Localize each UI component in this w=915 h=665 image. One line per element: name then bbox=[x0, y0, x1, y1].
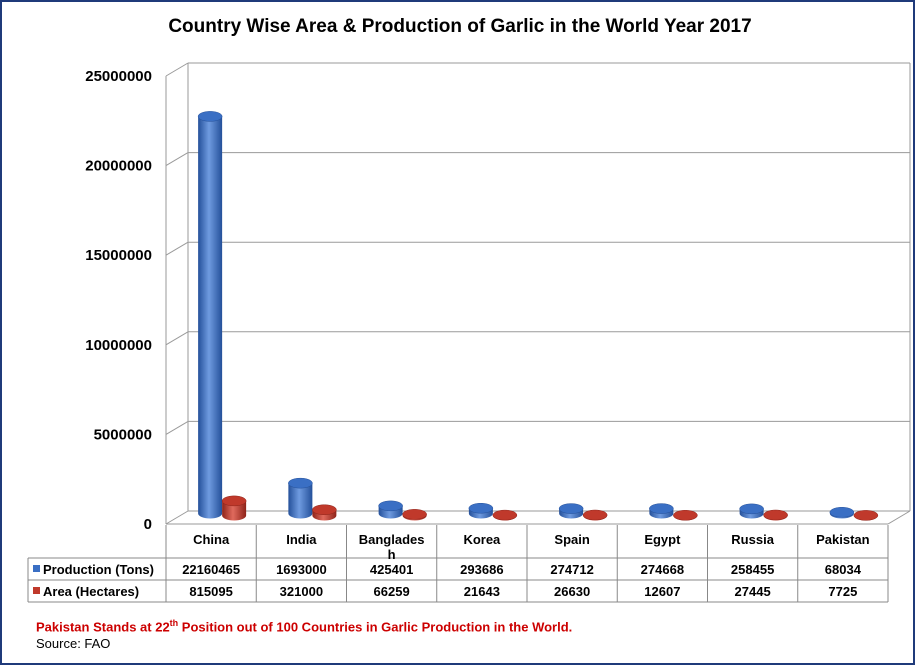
bar-top bbox=[582, 509, 608, 521]
bar-top bbox=[739, 503, 764, 515]
footnote-prefix: Pakistan Stands at 22 bbox=[36, 619, 170, 635]
bar-production bbox=[288, 477, 313, 519]
bar-area bbox=[221, 495, 247, 521]
legend-key bbox=[33, 565, 40, 572]
bar-top bbox=[221, 495, 247, 507]
category-label: Spain bbox=[554, 532, 589, 547]
gridline-side bbox=[165, 62, 189, 77]
gridline-side bbox=[165, 420, 189, 435]
bar-top bbox=[763, 509, 788, 521]
data-cell: 66259 bbox=[374, 584, 410, 599]
bar-top bbox=[649, 503, 674, 514]
legend-label: Production (Tons) bbox=[43, 562, 154, 577]
bar-top bbox=[492, 509, 518, 521]
data-cell: 21643 bbox=[464, 584, 500, 599]
floor-edge bbox=[887, 510, 911, 525]
bar-body bbox=[198, 116, 223, 519]
footnote: Pakistan Stands at 22th Position out of … bbox=[36, 618, 572, 634]
chart-title: Country Wise Area & Production of Garlic… bbox=[168, 16, 751, 37]
bar-top bbox=[829, 507, 855, 518]
category-label: Banglades bbox=[359, 532, 425, 547]
bar-top bbox=[197, 111, 223, 122]
category-label: h bbox=[388, 547, 396, 562]
category-label: India bbox=[286, 532, 317, 547]
bar-production bbox=[468, 502, 494, 519]
bar-area bbox=[853, 510, 879, 521]
data-cell: 815095 bbox=[189, 584, 232, 599]
category-label: Pakistan bbox=[816, 532, 870, 547]
bar-production bbox=[829, 507, 855, 519]
y-tick-label: 20000000 bbox=[85, 158, 152, 175]
gridline-side bbox=[165, 510, 189, 525]
data-cell: 321000 bbox=[280, 584, 323, 599]
bar-top bbox=[288, 477, 313, 489]
category-label: China bbox=[193, 532, 230, 547]
category-label: Korea bbox=[463, 532, 501, 547]
bar-top bbox=[673, 510, 698, 521]
gridline-side bbox=[165, 331, 189, 346]
plot-area: 0 5000000 10000000 15000000 20000000 25000000… bbox=[27, 62, 911, 603]
category-label: Egypt bbox=[644, 532, 681, 547]
legend-key bbox=[33, 587, 40, 594]
y-tick-label: 10000000 bbox=[85, 337, 152, 354]
bar-body bbox=[222, 500, 247, 521]
data-cell: 274712 bbox=[550, 562, 593, 577]
y-tick-label: 0 bbox=[144, 516, 152, 533]
data-cell: 258455 bbox=[731, 562, 774, 577]
data-cell: 274668 bbox=[641, 562, 684, 577]
y-tick-label: 15000000 bbox=[85, 247, 152, 264]
bar-production bbox=[739, 503, 764, 519]
footnote-suffix: Position out of 100 Countries in Garlic … bbox=[178, 619, 573, 635]
bar-top bbox=[402, 509, 427, 520]
data-cell: 68034 bbox=[825, 562, 862, 577]
bar-production bbox=[649, 503, 674, 519]
bar-top bbox=[312, 504, 337, 515]
bar-production bbox=[378, 500, 403, 519]
bar-top bbox=[378, 500, 403, 512]
bar-area bbox=[312, 504, 337, 521]
data-cell: 293686 bbox=[460, 562, 503, 577]
bar-production bbox=[558, 503, 584, 519]
footnote-sup: th bbox=[169, 618, 179, 628]
data-cell: 1693000 bbox=[276, 562, 327, 577]
bar-area bbox=[673, 510, 698, 521]
bar-area bbox=[402, 509, 427, 521]
bar-area bbox=[763, 509, 788, 521]
gridline-side bbox=[165, 241, 189, 256]
bar-area bbox=[492, 509, 518, 521]
bar-top bbox=[558, 503, 584, 514]
legend-label: Area (Hectares) bbox=[43, 584, 139, 599]
data-cell: 12607 bbox=[644, 584, 680, 599]
bar-top bbox=[468, 502, 494, 514]
data-cell: 7725 bbox=[828, 584, 857, 599]
data-cell: 22160465 bbox=[182, 562, 240, 577]
source-text: Source: FAO bbox=[36, 636, 111, 651]
gridline-side bbox=[165, 152, 189, 167]
bar-production bbox=[197, 111, 223, 519]
data-cell: 425401 bbox=[370, 562, 413, 577]
data-cell: 26630 bbox=[554, 584, 590, 599]
bar-body bbox=[288, 483, 313, 519]
y-tick-label: 5000000 bbox=[94, 426, 152, 443]
bar-area bbox=[582, 509, 608, 521]
category-label: Russia bbox=[731, 532, 774, 547]
data-cell: 27445 bbox=[735, 584, 771, 599]
bar-top bbox=[853, 510, 879, 521]
y-tick-label: 25000000 bbox=[85, 68, 152, 85]
